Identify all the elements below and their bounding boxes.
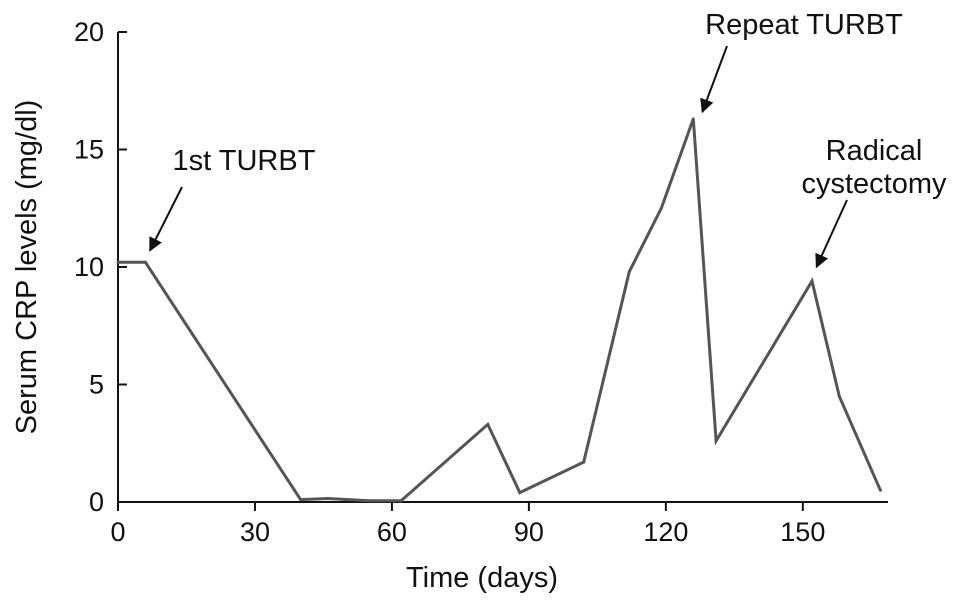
annotation-label: Repeat TURBT [705, 9, 903, 41]
data-point [143, 260, 147, 264]
data-point [878, 488, 882, 492]
annotation: 1st TURBT [149, 145, 316, 252]
data-point [582, 460, 586, 464]
x-tick-label: 30 [240, 517, 270, 547]
annotation: Radical cystectomy [801, 135, 947, 269]
annotation: Repeat TURBT [700, 9, 903, 114]
crp-series-line [118, 118, 882, 503]
x-axis-title: Time (days) [406, 562, 558, 594]
data-point [714, 439, 718, 443]
data-point [659, 206, 663, 210]
annotation-layer: 1st TURBT Repeat TURBT Radical cystectomy [149, 9, 947, 269]
y-axis-ticks: 0 5 10 15 20 [74, 17, 127, 517]
data-point [326, 496, 330, 500]
annotation-arrow [149, 186, 183, 252]
x-tick-label: 120 [643, 517, 688, 547]
annotation-arrow [700, 45, 728, 114]
data-point [627, 270, 631, 274]
data-point [367, 499, 371, 503]
y-tick-label: 15 [74, 135, 104, 165]
annotation-label: Radical cystectomy [801, 135, 947, 200]
x-tick-label: 150 [780, 517, 825, 547]
y-tick-label: 5 [89, 370, 104, 400]
annotation-label: 1st TURBT [173, 145, 316, 177]
data-point [810, 279, 814, 283]
data-point [518, 491, 522, 495]
y-tick-label: 20 [74, 17, 104, 47]
x-axis-ticks: 0 30 60 90 120 150 [110, 502, 825, 547]
y-tick-label: 0 [89, 487, 104, 517]
x-tick-label: 60 [377, 517, 407, 547]
x-tick-label: 90 [514, 517, 544, 547]
data-point [299, 498, 303, 502]
data-point [116, 260, 120, 264]
data-point [399, 499, 403, 503]
data-point [486, 422, 490, 426]
data-point [837, 394, 841, 398]
series-layer [116, 117, 882, 503]
axes [117, 32, 888, 503]
y-tick-label: 10 [74, 252, 104, 282]
data-point [691, 117, 695, 121]
x-tick-label: 0 [110, 517, 125, 547]
y-axis-title: Serum CRP levels (mg/dl) [11, 100, 43, 435]
annotation-arrow [815, 199, 848, 269]
